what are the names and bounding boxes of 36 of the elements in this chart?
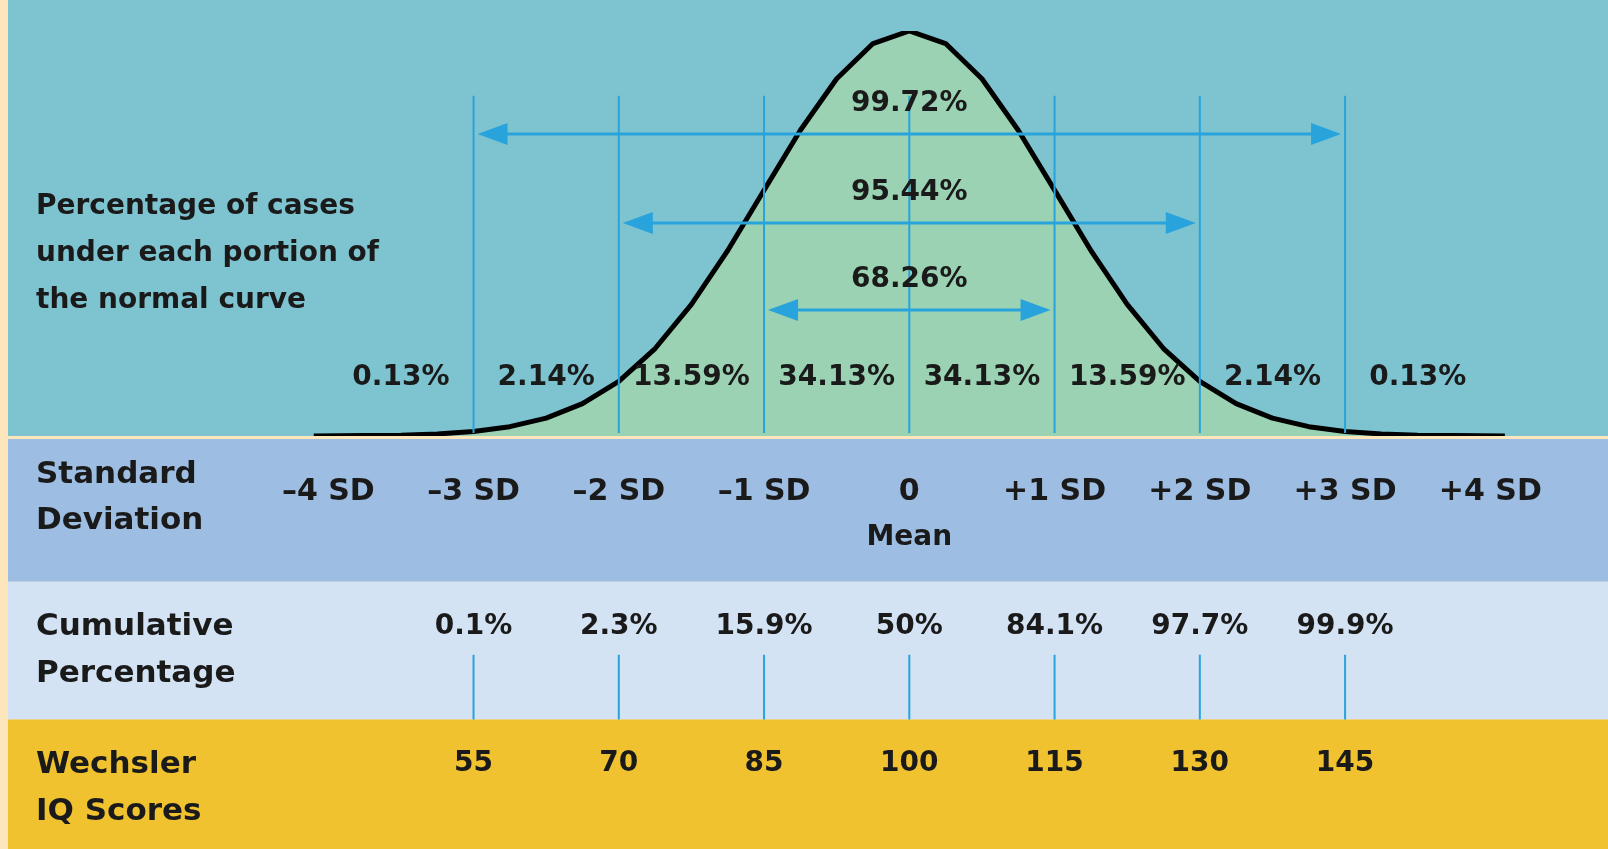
- x-tick-label: +1 SD: [1003, 471, 1107, 507]
- x-tick-label: +2 SD: [1148, 471, 1252, 507]
- text: 100: [880, 745, 939, 779]
- text: 115: [1025, 745, 1084, 779]
- annotation: 2.14%: [497, 358, 595, 392]
- x-axis-title: Standard Deviation: [36, 454, 204, 537]
- annotation: 2.14%: [1223, 358, 1322, 392]
- text: 84.1%: [1006, 607, 1104, 641]
- text: 55: [454, 745, 494, 779]
- text: 99.9%: [1296, 607, 1394, 641]
- text: 70: [599, 745, 639, 779]
- annotation: 13.59%: [1068, 358, 1186, 392]
- text: 130: [1170, 745, 1230, 779]
- text: 2.3%: [579, 607, 658, 641]
- x-tick-label: –2 SD: [572, 471, 666, 507]
- annotation: Percentage of cases under each portion of the normal curve: [36, 188, 380, 316]
- x-tick-label: 0: [898, 471, 920, 507]
- annotation: 0.13%: [1369, 358, 1467, 392]
- annotation: 0.13%: [352, 358, 450, 392]
- annotation: 13.59%: [633, 358, 750, 392]
- text: Cumulative Percentage: [36, 606, 236, 690]
- x-tick-label: –3 SD: [427, 471, 520, 507]
- text: 50%: [875, 607, 943, 641]
- text: Mean: [866, 518, 953, 552]
- x-tick-label: +4 SD: [1438, 471, 1542, 507]
- text: 145: [1315, 745, 1375, 779]
- text: Wechsler IQ Scores: [36, 743, 202, 827]
- text: 15.9%: [715, 607, 813, 641]
- x-tick-label: +3 SD: [1293, 471, 1397, 507]
- annotation: 34.13%: [923, 358, 1041, 392]
- text: 0.1%: [434, 607, 513, 641]
- x-tick-label: –4 SD: [281, 471, 375, 507]
- x-tick-label: –1 SD: [717, 471, 811, 507]
- annotation: 34.13%: [778, 358, 895, 392]
- text: 85: [744, 745, 784, 779]
- text: 97.7%: [1151, 607, 1249, 641]
